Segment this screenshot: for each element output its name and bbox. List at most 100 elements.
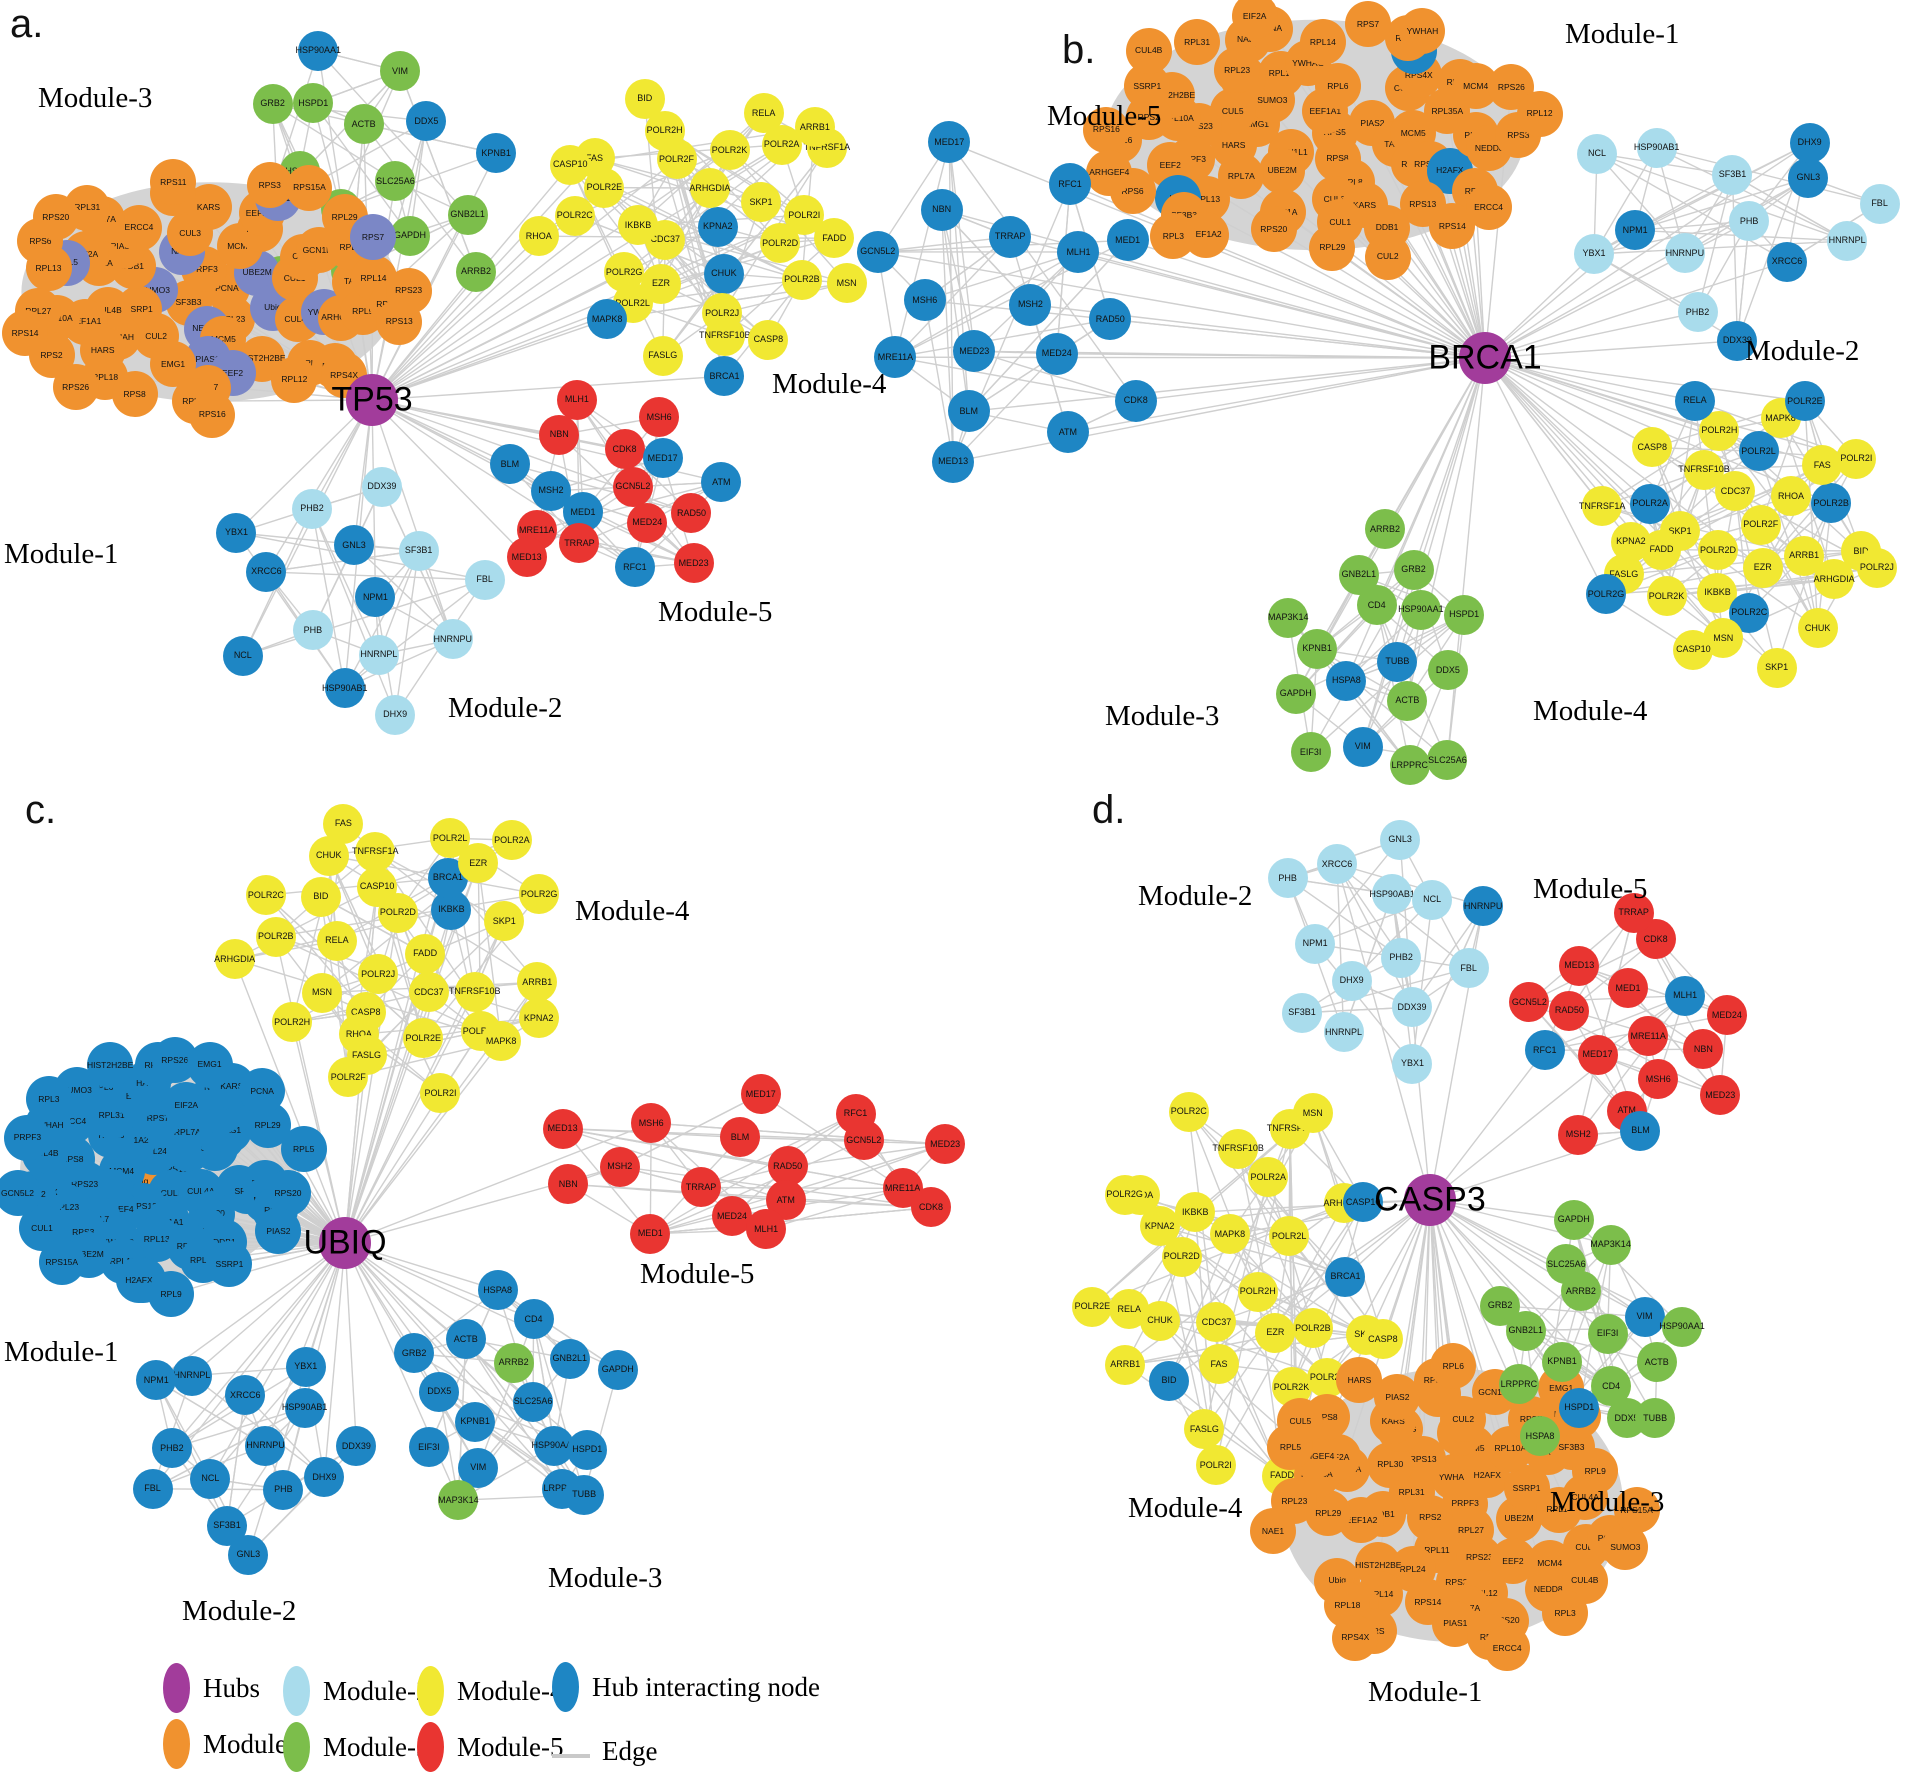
node-EIF2A[interactable]: EIF2A — [1231, 0, 1278, 40]
node-POLR2A[interactable]: POLR2A — [491, 820, 532, 861]
node-POLR2F[interactable]: POLR2F — [328, 1057, 369, 1097]
node-CASP10[interactable]: CASP10 — [1673, 629, 1714, 670]
node-TNFRSF10B[interactable]: TNFRSF10B — [1678, 449, 1730, 490]
node-RPL3[interactable]: RPL3 — [25, 1076, 72, 1123]
node-CASP10[interactable]: CASP10 — [357, 866, 398, 907]
node-DDX39[interactable]: DDX39 — [336, 1426, 377, 1467]
node-EMG1[interactable]: EMG1 — [186, 1041, 233, 1088]
node-FASLG[interactable]: FASLG — [642, 335, 683, 376]
node-NBN[interactable]: NBN — [920, 188, 963, 231]
node-FBL[interactable]: FBL — [1859, 183, 1900, 224]
node-XRCC6[interactable]: XRCC6 — [1317, 844, 1358, 884]
node-CUL4B[interactable]: CUL4B — [1125, 27, 1172, 74]
node-SSRP1[interactable]: SSRP1 — [206, 1241, 253, 1288]
node-MED13[interactable]: MED13 — [506, 537, 547, 578]
node-TRRAP[interactable]: TRRAP — [681, 1167, 722, 1208]
node-MLH1[interactable]: MLH1 — [1057, 231, 1100, 274]
node-HNRNPL[interactable]: HNRNPL — [358, 634, 399, 675]
node-GAPDH[interactable]: GAPDH — [597, 1349, 638, 1390]
node-CHUK[interactable]: CHUK — [1797, 608, 1838, 649]
node-HNRNPU[interactable]: HNRNPU — [1463, 886, 1504, 927]
node-EZR[interactable]: EZR — [1255, 1312, 1296, 1353]
node-RPS16[interactable]: RPS16 — [189, 391, 236, 438]
node-CDK8[interactable]: CDK8 — [604, 429, 645, 470]
node-PHB2[interactable]: PHB2 — [151, 1428, 192, 1469]
node-TNFRSF1A[interactable]: TNFRSF1A — [1579, 486, 1625, 527]
node-NBN[interactable]: NBN — [1683, 1029, 1724, 1070]
node-RPL12[interactable]: RPL12 — [1516, 90, 1563, 137]
node-FAS[interactable]: FAS — [323, 803, 364, 844]
node-PHB2[interactable]: PHB2 — [1677, 292, 1718, 333]
node-POLR2C[interactable]: POLR2C — [554, 195, 595, 236]
node-MSH6[interactable]: MSH6 — [639, 397, 680, 438]
node-PIAS2[interactable]: PIAS2 — [1374, 1374, 1421, 1421]
node-MED23[interactable]: MED23 — [1700, 1075, 1741, 1116]
node-HARS[interactable]: HARS — [1336, 1357, 1383, 1404]
node-PHB[interactable]: PHB — [263, 1469, 304, 1510]
node-HSP90AB1[interactable]: HSP90AB1 — [322, 668, 368, 709]
node-MSH2[interactable]: MSH2 — [1558, 1114, 1599, 1155]
node-RHOA[interactable]: RHOA — [1771, 476, 1812, 517]
node-GCN5L2[interactable]: GCN5L2 — [1509, 982, 1550, 1023]
node-FADD[interactable]: FADD — [405, 933, 446, 974]
node-HSP90AA1[interactable]: HSP90AA1 — [1659, 1306, 1705, 1347]
node-TUBB[interactable]: TUBB — [1377, 641, 1418, 682]
node-SF3B1[interactable]: SF3B1 — [398, 530, 439, 571]
node-MED1[interactable]: MED1 — [1106, 219, 1149, 262]
node-EIF3I[interactable]: EIF3I — [1587, 1313, 1628, 1354]
node-CDK8[interactable]: CDK8 — [911, 1187, 952, 1228]
node-RAD50[interactable]: RAD50 — [1549, 990, 1590, 1031]
node-RPL29[interactable]: RPL29 — [1309, 224, 1356, 271]
node-RPL6[interactable]: RPL6 — [1430, 1342, 1477, 1389]
node-SLC25A6[interactable]: SLC25A6 — [513, 1381, 554, 1422]
node-MED1[interactable]: MED1 — [630, 1213, 671, 1254]
node-ARRB2[interactable]: ARRB2 — [493, 1342, 534, 1383]
node-MAP3K14[interactable]: MAP3K14 — [1268, 597, 1309, 638]
node-POLR2D[interactable]: POLR2D — [1698, 530, 1738, 571]
node-RPS15A[interactable]: RPS15A — [1613, 1487, 1660, 1534]
node-GNB2L1[interactable]: GNB2L1 — [549, 1338, 590, 1379]
node-NAE1[interactable]: NAE1 — [1250, 1508, 1297, 1555]
node-RAD50[interactable]: RAD50 — [1089, 298, 1132, 341]
hub-CASP3[interactable] — [1404, 1174, 1456, 1226]
node-MED23[interactable]: MED23 — [953, 330, 996, 373]
node-BLM[interactable]: BLM — [1620, 1110, 1661, 1151]
node-NBN[interactable]: NBN — [539, 414, 580, 455]
node-PHB[interactable]: PHB — [1729, 201, 1770, 242]
node-DHX9[interactable]: DHX9 — [1789, 122, 1830, 163]
node-PRPF3[interactable]: PRPF3 — [4, 1114, 51, 1161]
node-XRCC6[interactable]: XRCC6 — [1766, 241, 1807, 282]
node-GAPDH[interactable]: GAPDH — [389, 215, 430, 256]
node-ACTB[interactable]: ACTB — [445, 1319, 486, 1360]
node-IKBKB[interactable]: IKBKB — [617, 205, 658, 246]
node-GCN5L2[interactable]: GCN5L2 — [612, 466, 653, 507]
node-MRE11A[interactable]: MRE11A — [1628, 1016, 1669, 1057]
node-HIST2H2BE[interactable]: HIST2H2BE — [87, 1042, 133, 1089]
node-SF3B1[interactable]: SF3B1 — [1712, 154, 1753, 195]
node-HSP90AA1[interactable]: HSP90AA1 — [1398, 589, 1444, 630]
node-POLR2B[interactable]: POLR2B — [1811, 483, 1852, 524]
node-PCNA[interactable]: PCNA — [239, 1068, 286, 1115]
node-POLR2H[interactable]: POLR2H — [272, 1002, 313, 1043]
node-HNRNPU[interactable]: HNRNPU — [245, 1425, 286, 1466]
node-KPNB1[interactable]: KPNB1 — [1297, 628, 1338, 669]
hub-BRCA1[interactable] — [1459, 332, 1511, 384]
node-SKP1[interactable]: SKP1 — [741, 182, 782, 223]
node-BID[interactable]: BID — [300, 876, 341, 917]
node-MSN[interactable]: MSN — [301, 972, 342, 1013]
node-MED23[interactable]: MED23 — [925, 1124, 966, 1165]
node-POLR2I[interactable]: POLR2I — [1195, 1445, 1236, 1486]
node-POLR2B[interactable]: POLR2B — [1292, 1308, 1333, 1349]
node-MSH2[interactable]: MSH2 — [599, 1146, 640, 1187]
node-FAS[interactable]: FAS — [1198, 1344, 1239, 1385]
node-PIAS2[interactable]: PIAS2 — [255, 1207, 302, 1254]
node-POLR2L[interactable]: POLR2L — [1738, 431, 1779, 472]
node-ARRB2[interactable]: ARRB2 — [1364, 509, 1405, 550]
node-BRCA1[interactable]: BRCA1 — [1325, 1256, 1366, 1297]
node-MSH2[interactable]: MSH2 — [1009, 283, 1052, 326]
node-MSN[interactable]: MSN — [1292, 1093, 1333, 1134]
node-VIM[interactable]: VIM — [1624, 1296, 1665, 1337]
node-MED17[interactable]: MED17 — [928, 121, 971, 164]
node-SKP1[interactable]: SKP1 — [1756, 647, 1797, 688]
node-TRRAP[interactable]: TRRAP — [989, 215, 1032, 258]
